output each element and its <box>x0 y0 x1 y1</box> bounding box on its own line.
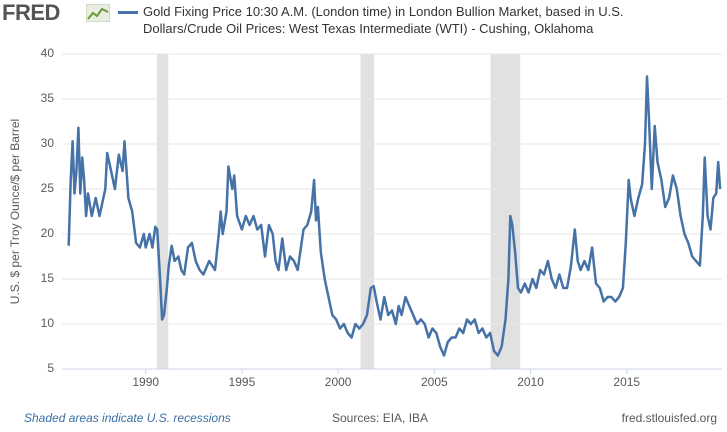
site: fred.stlouisfed.org <box>621 411 717 425</box>
source: Sources: EIA, IBA <box>332 411 429 425</box>
logo-icon <box>86 4 110 22</box>
legend-label: Gold Fixing Price 10:30 A.M. (London tim… <box>143 4 624 36</box>
footnote: Shaded areas indicate U.S. recessions <box>24 411 231 425</box>
y-tick-label: 40 <box>41 46 55 60</box>
y-tick-label: 15 <box>41 271 55 285</box>
x-tick-label: 2015 <box>613 375 640 389</box>
y-tick-label: 10 <box>41 316 55 330</box>
recession-band <box>360 54 375 369</box>
y-axis-label: U.S. $ per Troy Ounce/$ per Barrel <box>8 119 22 304</box>
footer: Shaded areas indicate U.S. recessions So… <box>0 404 727 432</box>
x-tick-label: 2010 <box>517 375 544 389</box>
x-tick-label: 1995 <box>229 375 256 389</box>
y-tick-label: 25 <box>41 181 55 195</box>
y-tick-label: 35 <box>41 91 55 105</box>
series-line <box>67 75 722 357</box>
logo: FRED <box>2 0 60 25</box>
y-tick-label: 5 <box>47 361 54 375</box>
chart: 5 10 15 20 25 30 35 40 1990 1995 2000 2005 2010 2015 U… <box>8 46 722 389</box>
header: FRED Gold Fixing Price 10:30 A.M. (Londo… <box>0 0 727 46</box>
y-tick-label: 20 <box>41 226 55 240</box>
recession-band <box>156 54 169 369</box>
x-tick-label: 2005 <box>421 375 448 389</box>
legend-swatch <box>118 11 138 14</box>
y-tick-label: 30 <box>41 136 55 150</box>
x-tick-label: 2000 <box>325 375 352 389</box>
x-tick-label: 1990 <box>132 375 159 389</box>
